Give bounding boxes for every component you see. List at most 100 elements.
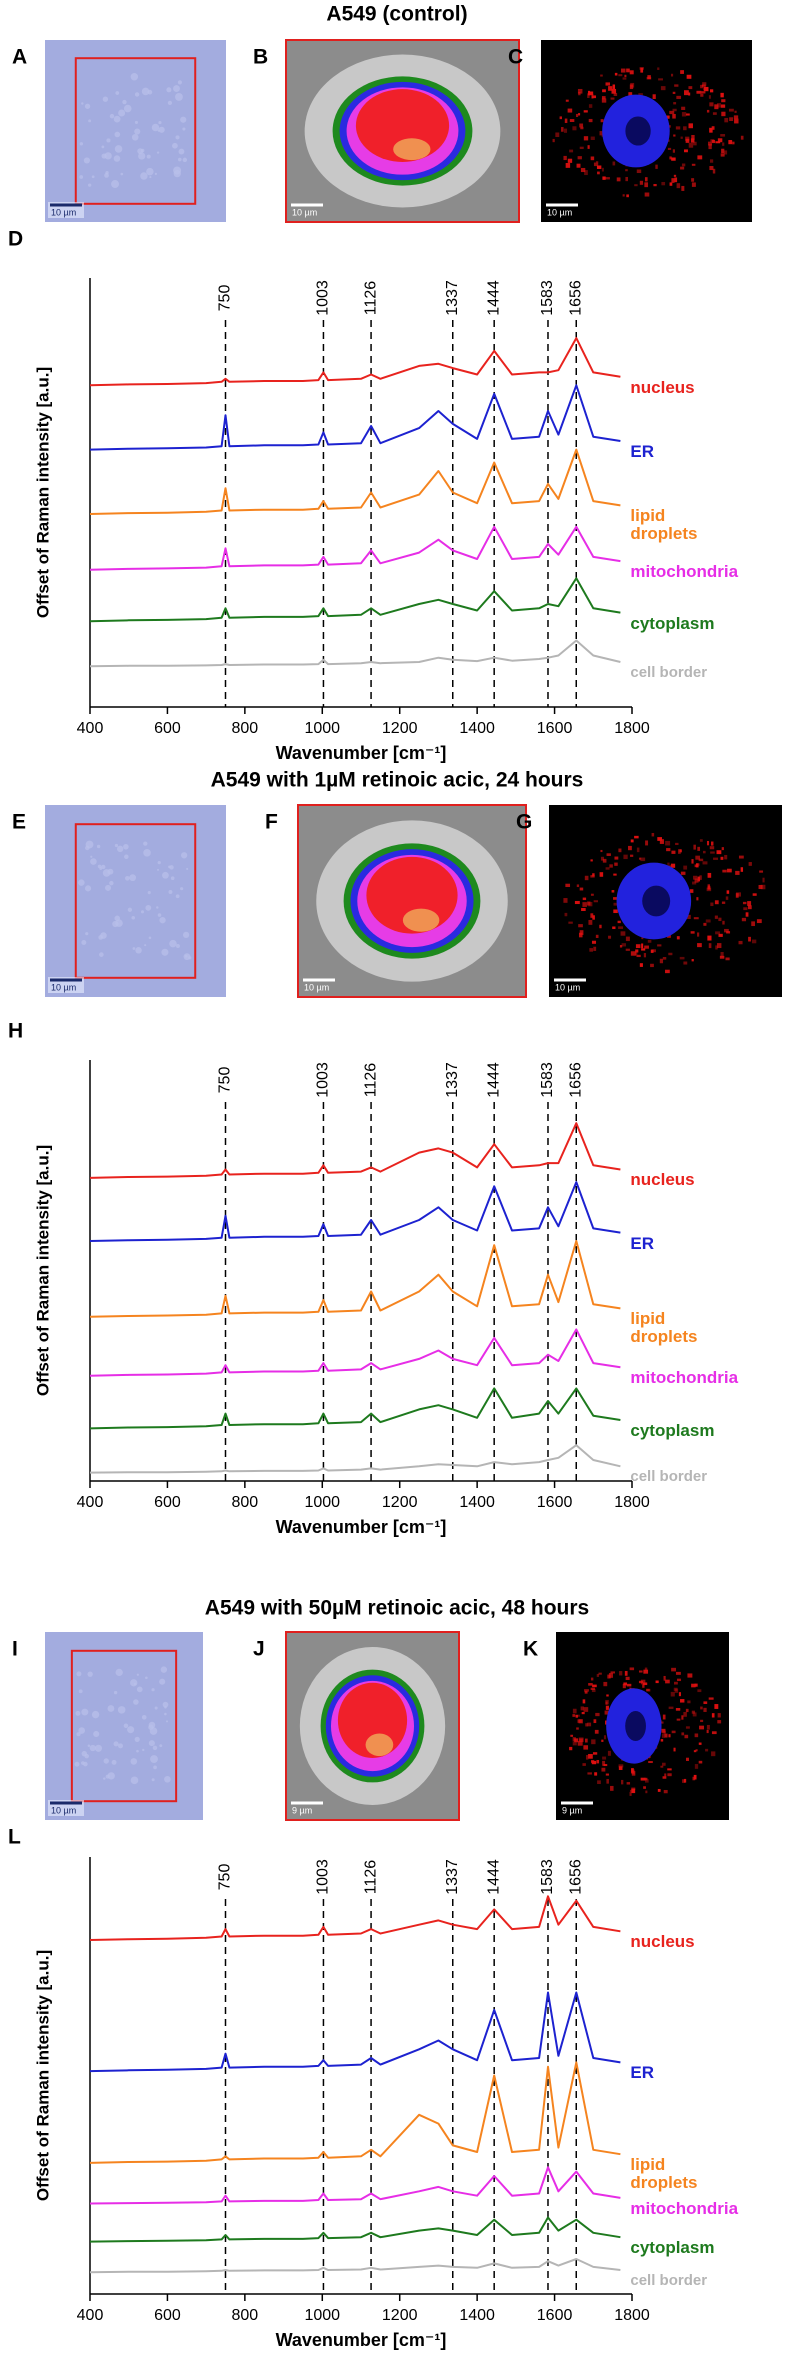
fluor-dot	[605, 82, 610, 86]
fluor-dot	[685, 1757, 689, 1761]
fluor-dot	[751, 939, 757, 944]
fluor-dot	[665, 840, 671, 846]
panel-letter: L	[8, 1826, 21, 1849]
peak-label: 1583	[539, 280, 556, 316]
x-tick-label: 1600	[537, 720, 573, 737]
fluor-dot	[697, 876, 701, 882]
fluor-dot	[688, 86, 693, 90]
texture	[113, 155, 121, 162]
fluor-dot	[608, 1672, 613, 1678]
fluor-dot	[618, 1766, 623, 1770]
peak-label: 1583	[539, 1859, 556, 1895]
fluor-dot	[667, 1773, 672, 1777]
scale-bar-label: 9 µm	[562, 1805, 582, 1815]
fluor-dot	[672, 149, 675, 153]
scale-bar-label: 10 µm	[292, 207, 317, 217]
fluor-dot	[563, 898, 568, 903]
texture	[175, 894, 180, 899]
texture	[106, 138, 111, 143]
y-axis-label: Offset of Raman intensity [a.u.]	[33, 367, 52, 618]
fluor-dot	[722, 869, 727, 873]
x-tick-label: 1400	[459, 1494, 495, 1511]
fluor-dot	[580, 1706, 584, 1711]
texture	[136, 1749, 139, 1753]
fluor-dot	[593, 162, 599, 167]
fluor-dot	[599, 131, 604, 136]
texture	[183, 953, 191, 961]
fluor-dot	[652, 949, 656, 953]
fluor-dot	[600, 74, 603, 77]
fluor-dot	[563, 155, 567, 161]
fluor-dot	[578, 113, 581, 116]
fluor-dot	[577, 156, 582, 160]
fluor-dot	[693, 1774, 697, 1780]
texture	[104, 884, 112, 891]
fluor-dot	[652, 94, 656, 100]
x-tick-label: 800	[232, 2307, 259, 2324]
fluor-dot	[597, 171, 600, 175]
fluor-dot	[722, 142, 725, 146]
fluor-dot	[572, 1737, 576, 1742]
fluor-dot	[681, 163, 686, 167]
fluor-dot	[579, 123, 584, 128]
chart-title: A549 (control)	[326, 3, 467, 26]
texture	[127, 907, 133, 912]
fluor-dot	[621, 1779, 624, 1785]
fluor-dot	[552, 138, 555, 143]
fluor-dot	[685, 138, 690, 143]
fluor-dot	[644, 1777, 648, 1781]
fluor-dot	[579, 930, 584, 936]
fluor-dot	[582, 1699, 586, 1704]
fluor-dot	[671, 1730, 676, 1734]
fluor-dot	[670, 863, 676, 868]
roi-box	[74, 823, 197, 979]
fluor-dot	[587, 1722, 592, 1727]
fluor-dot	[660, 1739, 664, 1742]
texture	[109, 113, 115, 119]
fluor-dot	[697, 863, 700, 866]
texture	[175, 93, 183, 101]
fluor-dot	[720, 104, 726, 108]
fluor-dot	[657, 944, 662, 947]
texture	[166, 87, 172, 93]
fluor-dot	[608, 935, 612, 939]
fluor-dot	[708, 943, 712, 949]
fluor-dot	[590, 913, 594, 918]
fluor-dot	[690, 138, 695, 143]
series-label: ER	[630, 2063, 654, 2083]
spectrum	[89, 1181, 621, 1242]
spectrum	[89, 1444, 621, 1474]
series-label: nucleus	[630, 1932, 695, 1952]
fluor-dot	[727, 868, 732, 873]
fluor-dot	[697, 1689, 702, 1693]
peak-label: 1337	[444, 1062, 461, 1098]
texture	[141, 1714, 147, 1720]
fluor-dot	[641, 943, 644, 949]
fluor-dot	[667, 862, 670, 865]
fluor-dot	[715, 931, 721, 935]
panel-letter: J	[253, 1638, 265, 1661]
fluor-dot	[702, 850, 706, 854]
texture	[180, 887, 184, 891]
texture	[124, 854, 129, 860]
fluor-dot	[570, 1734, 574, 1737]
texture	[107, 868, 114, 875]
texture	[177, 157, 182, 162]
panel-letter: I	[12, 1638, 18, 1661]
texture	[164, 1712, 167, 1716]
fluor-dot	[707, 872, 712, 878]
texture	[172, 142, 178, 149]
fluor-dot	[675, 1671, 681, 1675]
fluor-dot	[605, 867, 610, 870]
spectrum	[89, 639, 621, 668]
scale-bar-label: 10 µm	[51, 1805, 76, 1815]
texture	[75, 1710, 81, 1716]
fluor-dot	[674, 177, 678, 183]
spectrum	[89, 1122, 621, 1179]
texture	[97, 864, 102, 869]
texture	[160, 1666, 168, 1673]
fluor-dot	[629, 1667, 635, 1671]
fluor-dot	[626, 1683, 632, 1687]
fluor-dot	[720, 92, 724, 98]
spectrum	[89, 2061, 621, 2164]
